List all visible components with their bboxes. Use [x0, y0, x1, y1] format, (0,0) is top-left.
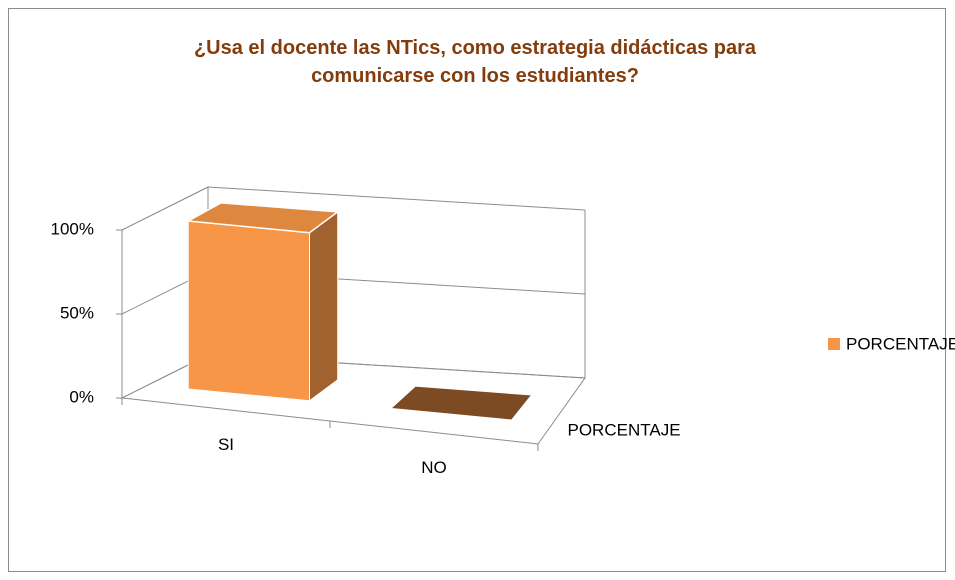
x-tick-label: SI [218, 435, 234, 454]
legend-swatch [828, 338, 840, 350]
bar-front [187, 220, 311, 402]
title-box: ¿Usa el docente las NTics, como estrateg… [193, 37, 757, 87]
bar-top [185, 202, 340, 234]
grid-line [121, 186, 586, 231]
chart-title: ¿Usa el docente las NTics, como estrateg… [193, 37, 757, 87]
y-tick-label: 0% [69, 387, 94, 406]
y-tick-label: 100% [51, 219, 94, 238]
legend-label: PORCENTAJE [846, 334, 955, 353]
bar-top [388, 385, 534, 422]
bar-side [309, 210, 339, 402]
depth-axis-label: PORCENTAJE [568, 420, 681, 439]
x-tick-label: NO [421, 458, 447, 477]
y-tick-label: 50% [60, 303, 94, 322]
chart-border [8, 8, 946, 572]
